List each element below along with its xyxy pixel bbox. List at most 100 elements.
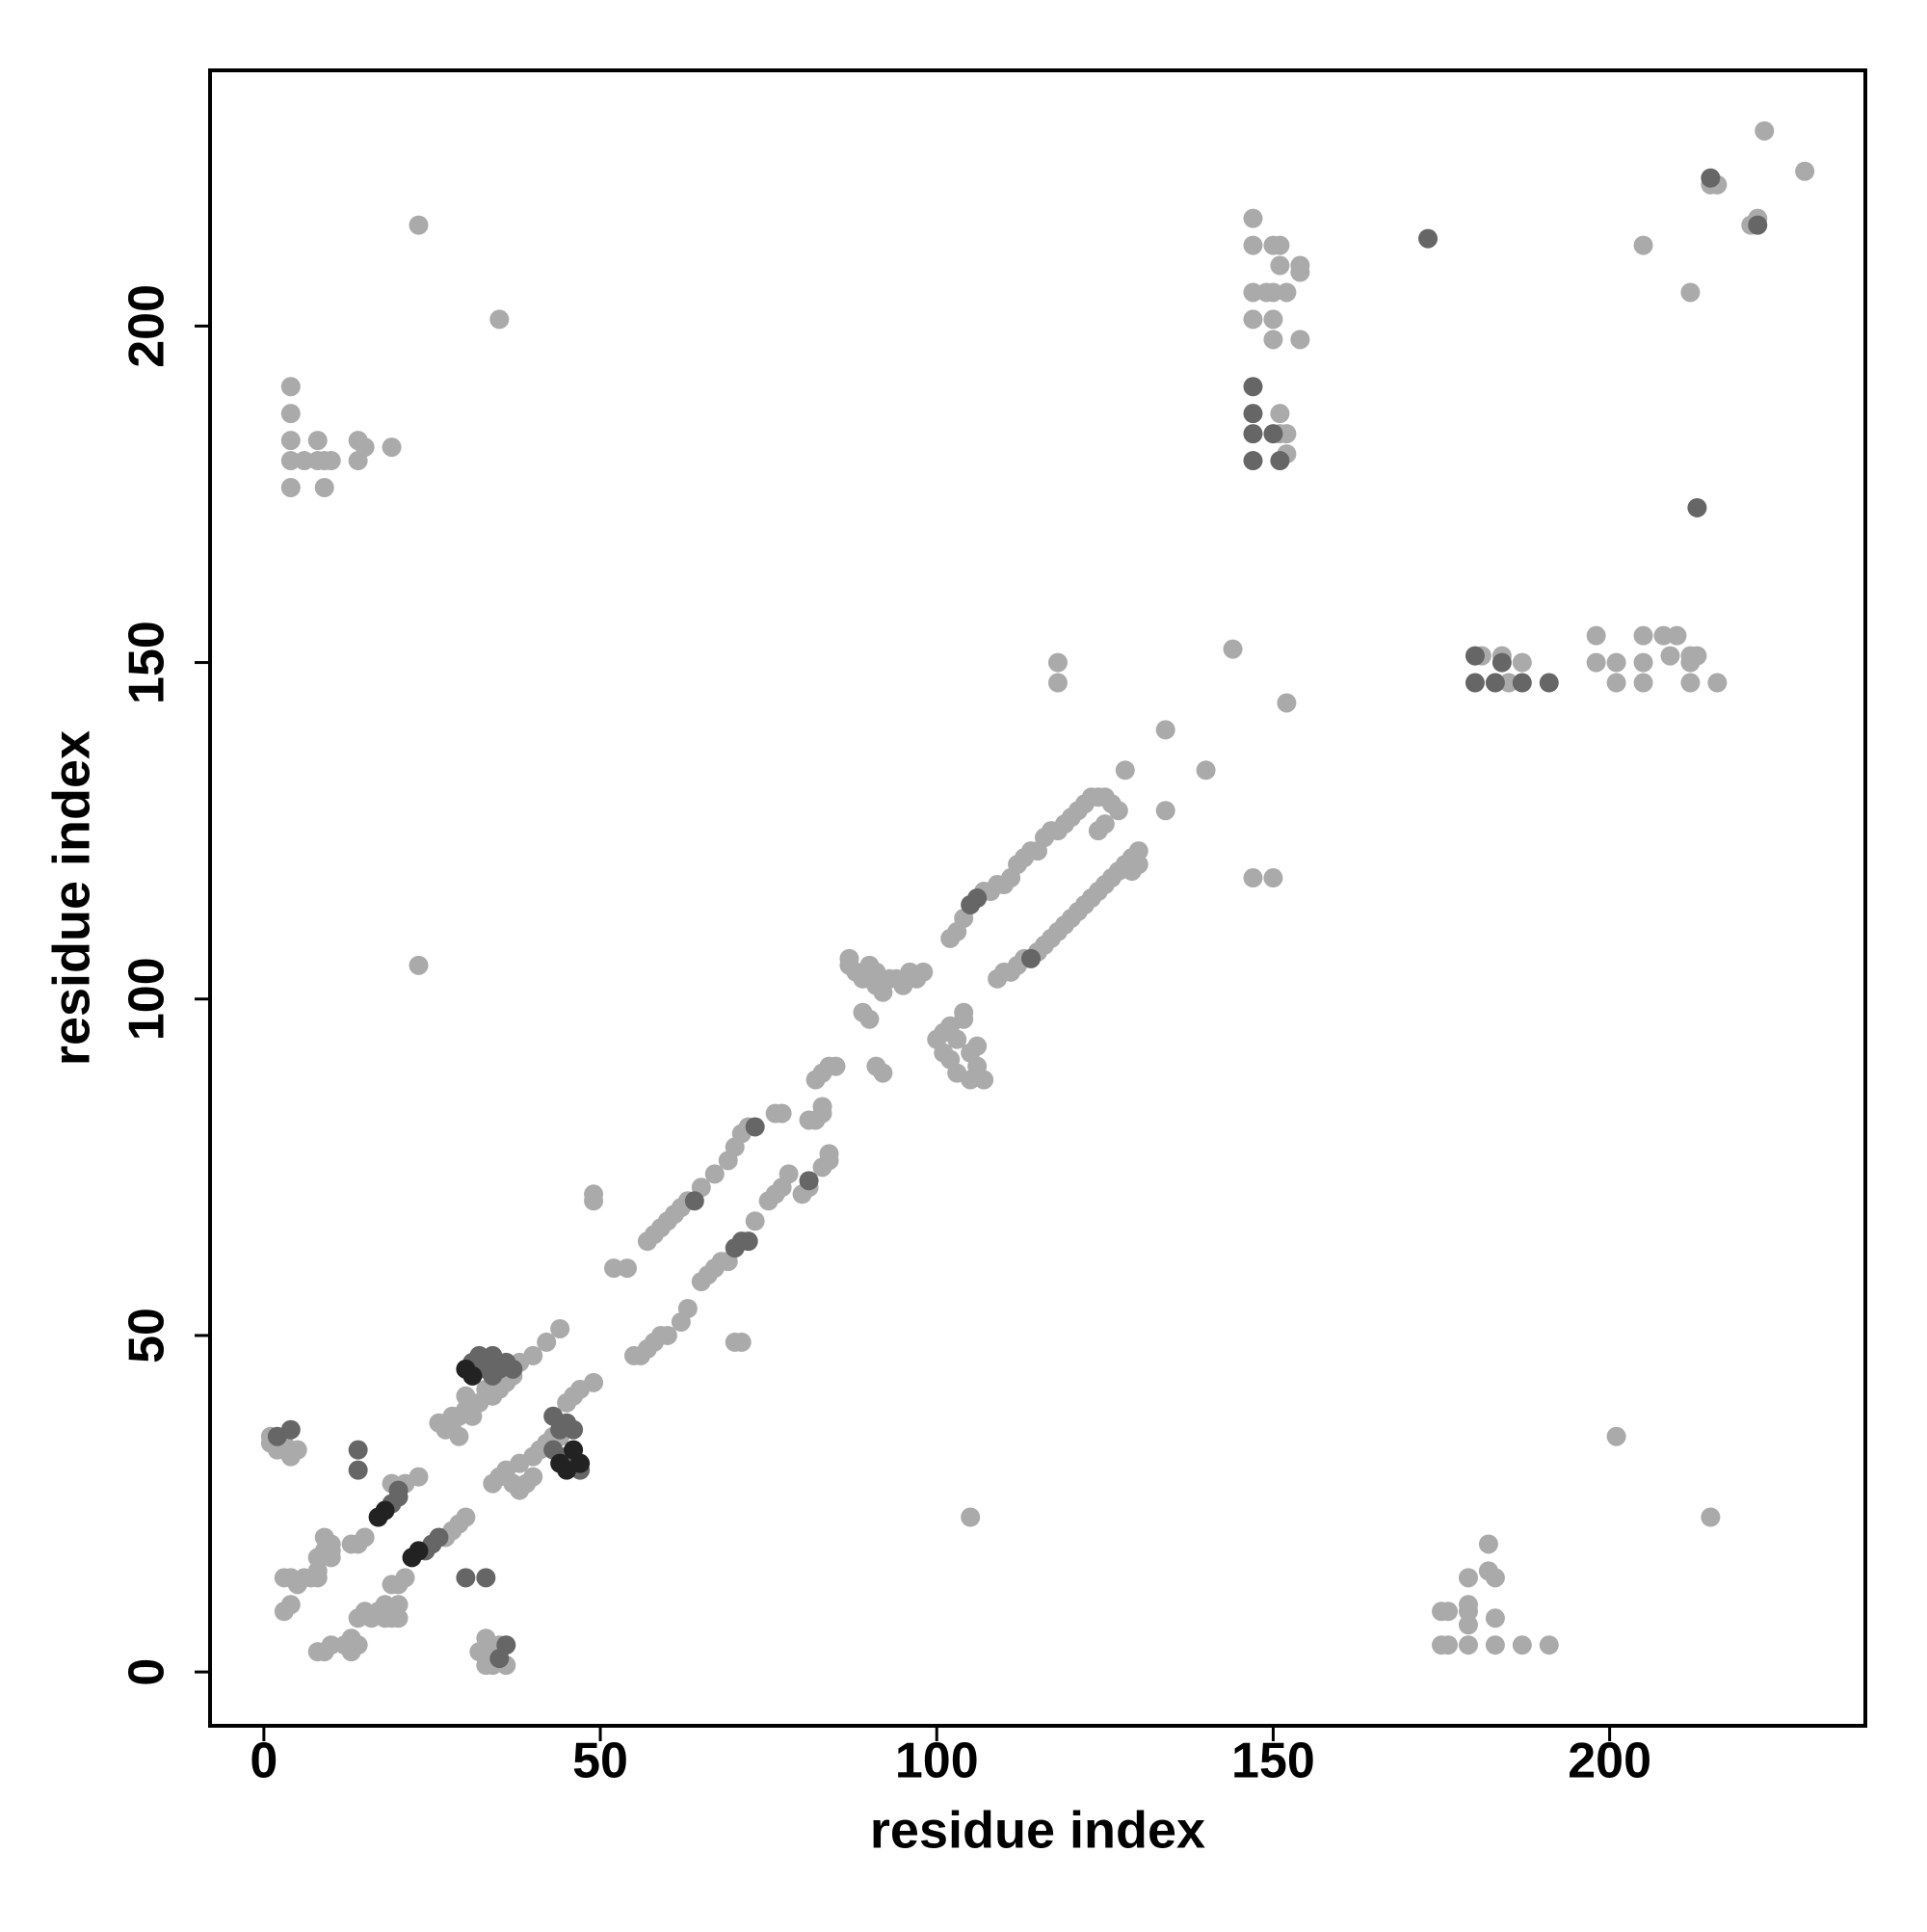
point — [1263, 868, 1283, 888]
point — [449, 1426, 469, 1446]
point — [684, 1191, 704, 1211]
point — [1687, 497, 1707, 517]
point — [604, 1258, 624, 1279]
point — [348, 1460, 368, 1480]
point — [409, 955, 429, 975]
point — [1263, 282, 1283, 303]
point — [1047, 673, 1068, 693]
point — [307, 431, 328, 451]
x-tick-label: 200 — [1568, 1734, 1651, 1789]
point — [1108, 801, 1128, 821]
point — [1660, 646, 1680, 666]
point — [321, 1548, 341, 1568]
point — [947, 1029, 967, 1049]
point — [388, 1595, 409, 1615]
point — [570, 1453, 591, 1473]
point — [1458, 1595, 1478, 1615]
point — [409, 1467, 429, 1487]
point — [307, 1561, 328, 1581]
point — [617, 1258, 637, 1279]
point — [462, 1365, 483, 1386]
point — [745, 1117, 765, 1137]
point — [1539, 673, 1559, 693]
y-tick-label: 100 — [119, 957, 175, 1041]
point — [967, 1036, 988, 1056]
point — [321, 451, 341, 471]
point — [1606, 652, 1626, 673]
point — [1586, 652, 1606, 673]
point — [677, 1299, 698, 1319]
point — [1021, 948, 1042, 968]
point — [1539, 1635, 1559, 1655]
point — [348, 1440, 368, 1460]
point — [1633, 235, 1653, 255]
point — [280, 1568, 301, 1588]
point — [826, 1056, 846, 1076]
point — [456, 1568, 476, 1588]
x-tick-label: 150 — [1231, 1734, 1315, 1789]
point — [543, 1406, 564, 1426]
point — [859, 1009, 880, 1029]
point — [348, 1635, 368, 1655]
point — [409, 1541, 429, 1561]
point — [1243, 309, 1263, 330]
point — [1633, 652, 1653, 673]
point — [280, 1595, 301, 1615]
point — [1491, 652, 1512, 673]
point — [1290, 330, 1310, 350]
point — [1122, 861, 1142, 882]
point — [1498, 673, 1518, 693]
point — [1270, 404, 1290, 424]
point — [280, 404, 301, 424]
point — [1707, 673, 1728, 693]
x-tick-label: 50 — [572, 1734, 628, 1789]
point — [1243, 424, 1263, 444]
point — [584, 1372, 604, 1392]
point — [550, 1318, 570, 1338]
point — [321, 1635, 341, 1655]
point — [1263, 424, 1283, 444]
point — [1270, 255, 1290, 276]
x-tick-label: 0 — [250, 1734, 277, 1789]
point — [1439, 1601, 1459, 1622]
point — [1512, 673, 1532, 693]
point — [375, 1500, 395, 1521]
point — [1606, 673, 1626, 693]
point — [1701, 168, 1721, 188]
point — [1748, 215, 1768, 235]
point — [1243, 282, 1263, 303]
x-tick-label: 100 — [895, 1734, 979, 1789]
point — [1243, 404, 1263, 424]
point — [1290, 262, 1310, 282]
point — [382, 437, 402, 458]
point — [388, 1480, 409, 1500]
point — [523, 1467, 543, 1487]
point — [409, 215, 429, 235]
point — [1270, 451, 1290, 471]
point — [1196, 760, 1216, 781]
x-axis-title: residue index — [870, 1801, 1205, 1859]
point — [280, 451, 301, 471]
point — [961, 1507, 981, 1527]
point — [388, 1608, 409, 1628]
point — [974, 1070, 994, 1090]
point — [1512, 652, 1532, 673]
point — [738, 1231, 758, 1252]
point — [1243, 208, 1263, 228]
point — [1633, 625, 1653, 646]
point — [967, 888, 988, 908]
point — [812, 1097, 832, 1117]
point — [1458, 1615, 1478, 1635]
point — [1223, 639, 1243, 659]
point — [294, 451, 314, 471]
point — [280, 377, 301, 397]
point — [476, 1628, 496, 1649]
point — [1263, 309, 1283, 330]
point — [489, 309, 510, 330]
point — [503, 1359, 523, 1379]
point — [280, 431, 301, 451]
point — [1485, 673, 1505, 693]
point — [429, 1527, 449, 1548]
